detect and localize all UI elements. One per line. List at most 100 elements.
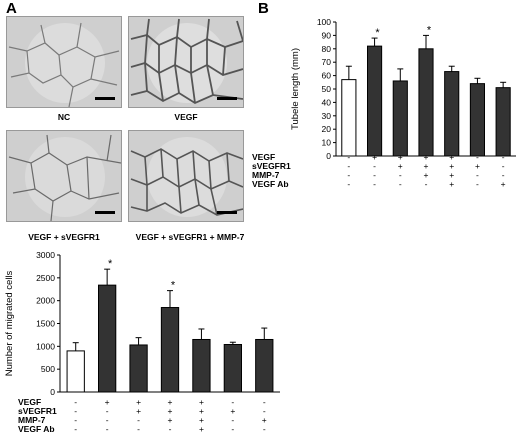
condition-sign: + <box>424 152 429 162</box>
condition-sign: + <box>168 415 173 425</box>
condition-sign: - <box>169 424 172 434</box>
condition-sign: - <box>347 179 350 189</box>
bar <box>255 338 274 393</box>
condition-sign: - <box>502 152 505 162</box>
condition-sign: - <box>137 424 140 434</box>
condition-sign: - <box>106 406 109 416</box>
condition-sign: + <box>136 397 141 407</box>
condition-sign: - <box>231 415 234 425</box>
condition-sign: + <box>398 152 403 162</box>
condition-sign: - <box>399 170 402 180</box>
condition-sign: + <box>424 170 429 180</box>
condition-sign: + <box>168 406 173 416</box>
condition-label: VEGF <box>252 152 275 162</box>
y-tick-label: 1500 <box>36 319 55 329</box>
bar <box>444 71 460 157</box>
y-axis-label: Tubele length (mm) <box>290 48 301 130</box>
condition-sign: + <box>168 397 173 407</box>
condition-sign: - <box>502 161 505 171</box>
condition-sign: - <box>373 161 376 171</box>
y-tick-label: 10 <box>322 138 332 148</box>
condition-label: MMP-7 <box>252 170 280 180</box>
condition-sign: - <box>74 406 77 416</box>
bar <box>223 344 242 393</box>
y-tick-label: 1000 <box>36 341 55 351</box>
condition-sign: + <box>105 397 110 407</box>
condition-sign: - <box>231 424 234 434</box>
micrograph-label-nc: NC <box>57 112 71 122</box>
bar <box>192 338 211 393</box>
condition-sign: - <box>476 179 479 189</box>
condition-sign: + <box>398 161 403 171</box>
y-tick-label: 80 <box>322 44 332 54</box>
condition-label: sVEGFR1 <box>252 161 291 171</box>
condition-sign: + <box>449 179 454 189</box>
bar <box>469 83 486 157</box>
condition-sign: - <box>399 179 402 189</box>
condition-sign: - <box>74 415 77 425</box>
bar <box>495 87 511 157</box>
significance-marker: * <box>427 24 432 36</box>
condition-sign: - <box>476 170 479 180</box>
condition-sign: + <box>449 152 454 162</box>
condition-sign: - <box>347 170 350 180</box>
condition-sign: - <box>74 424 77 434</box>
bar <box>367 45 383 157</box>
micrograph-label-vegf: VEGF <box>174 112 198 122</box>
chart-b: 0 10 20 30 40 50 60 70 80 90 100 Tubele length (mm)… <box>252 17 516 189</box>
condition-sign: - <box>106 415 109 425</box>
micrograph-nc <box>6 16 122 108</box>
y-tick-label: 70 <box>322 57 332 67</box>
condition-sign: - <box>347 152 350 162</box>
condition-sign: - <box>263 406 266 416</box>
condition-sign: - <box>347 161 350 171</box>
y-tick-label: 60 <box>322 71 332 81</box>
condition-sign: + <box>199 415 204 425</box>
bar <box>160 307 180 393</box>
significance-marker: * <box>108 258 113 270</box>
condition-sign: + <box>449 161 454 171</box>
y-tick-label: 50 <box>322 84 332 94</box>
condition-sign: + <box>262 415 267 425</box>
y-tick-label: 90 <box>322 30 332 40</box>
condition-sign: - <box>502 170 505 180</box>
bar <box>341 79 357 157</box>
micrograph-label-vegf-svegfr1: VEGF + sVEGFR1 <box>28 232 100 242</box>
condition-sign: + <box>230 406 235 416</box>
condition-sign: - <box>106 424 109 434</box>
chart-c: 0 500 1000 1500 2000 2500 3000 Number of migrat… <box>4 250 280 434</box>
bar <box>98 284 117 393</box>
y-tick-label: 3000 <box>36 250 55 260</box>
micrograph-vegf-svegfr1 <box>6 130 122 222</box>
condition-label: VEGF Ab <box>18 424 55 434</box>
condition-sign: + <box>136 406 141 416</box>
condition-sign: + <box>475 161 480 171</box>
condition-sign: - <box>425 179 428 189</box>
y-tick-label: 100 <box>317 17 331 27</box>
micrograph-vegf-svegfr1-mmp7 <box>128 130 244 222</box>
y-tick-label: 2500 <box>36 273 55 283</box>
bar <box>418 48 434 157</box>
significance-marker: * <box>171 280 176 292</box>
condition-sign: + <box>199 406 204 416</box>
condition-sign: - <box>373 170 376 180</box>
panel-b-letter: B <box>258 0 269 17</box>
y-tick-label: 2000 <box>36 296 55 306</box>
condition-label: sVEGFR1 <box>18 406 57 416</box>
condition-sign: - <box>373 179 376 189</box>
condition-label: MMP-7 <box>18 415 46 425</box>
bar <box>129 344 148 393</box>
condition-label: VEGF Ab <box>252 179 289 189</box>
y-tick-label: 40 <box>322 97 332 107</box>
micrograph-vegf <box>128 16 244 108</box>
condition-label: VEGF <box>18 397 41 407</box>
bar <box>392 80 408 157</box>
y-axis-label: Number of migrated cells <box>4 270 15 376</box>
panel-a-letter: A <box>6 0 17 17</box>
condition-sign: + <box>372 152 377 162</box>
condition-sign: + <box>199 397 204 407</box>
y-tick-label: 500 <box>41 364 55 374</box>
condition-sign: + <box>199 424 204 434</box>
condition-sign: + <box>501 179 506 189</box>
condition-sign: - <box>137 415 140 425</box>
